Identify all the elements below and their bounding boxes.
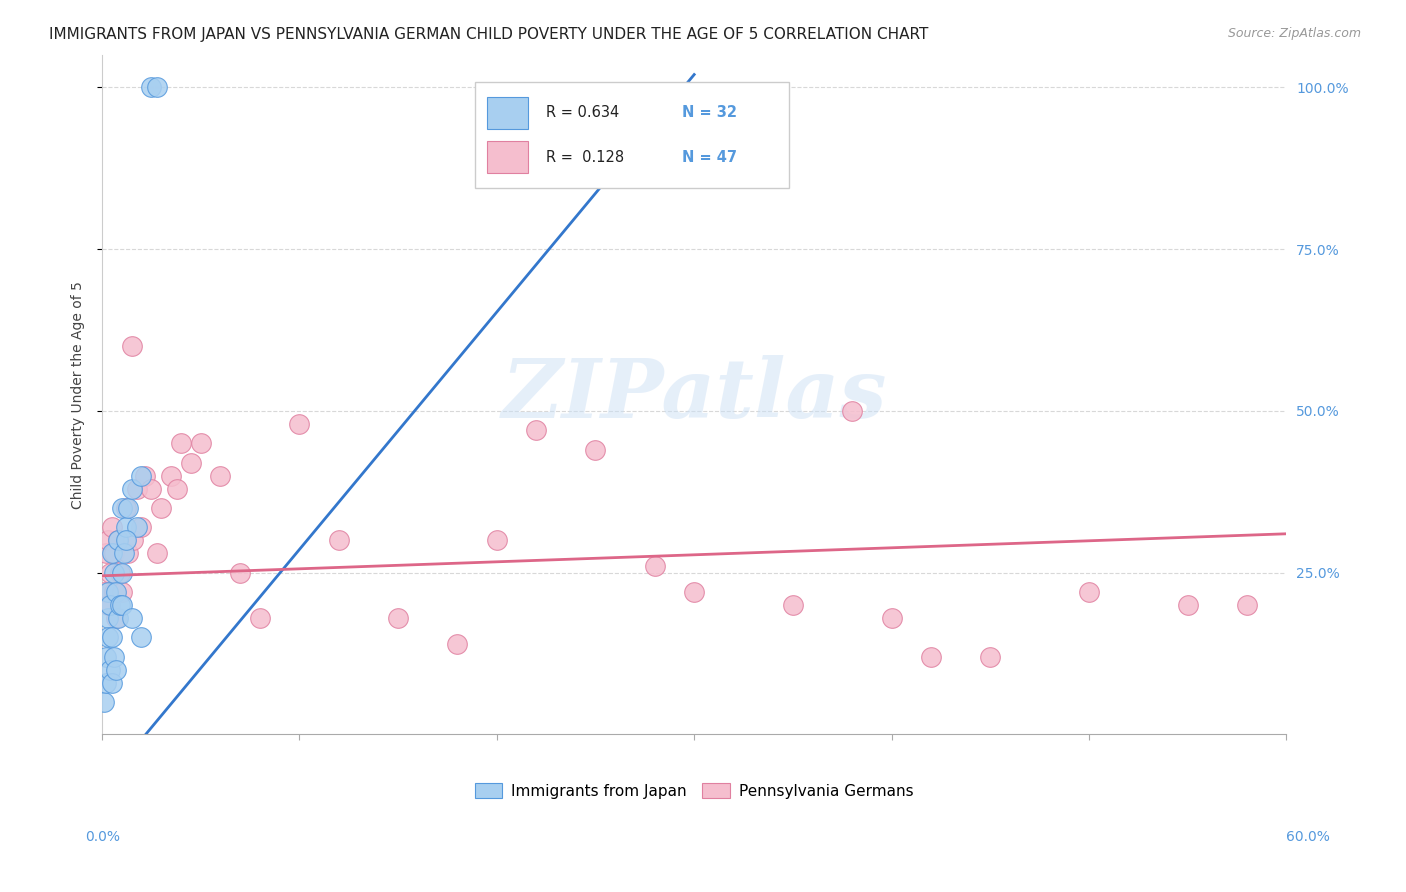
- Text: 0.0%: 0.0%: [86, 830, 120, 844]
- Text: N = 32: N = 32: [682, 105, 737, 120]
- Point: [97, 630, 120, 644]
- Point: [288, 417, 311, 431]
- Point: [979, 649, 1001, 664]
- Point: [101, 520, 124, 534]
- Point: [249, 611, 271, 625]
- Point: [1078, 585, 1101, 599]
- Point: [94, 546, 117, 560]
- Point: [446, 637, 468, 651]
- Point: [229, 566, 252, 580]
- Point: [111, 566, 134, 580]
- Point: [166, 482, 188, 496]
- Point: [117, 546, 139, 560]
- Point: [111, 500, 134, 515]
- Point: [485, 533, 508, 548]
- Point: [121, 482, 143, 496]
- Point: [103, 649, 125, 664]
- Point: [98, 566, 121, 580]
- Point: [97, 585, 120, 599]
- Point: [104, 663, 127, 677]
- Point: [101, 630, 124, 644]
- Point: [920, 649, 942, 664]
- Point: [114, 533, 136, 548]
- Point: [585, 442, 607, 457]
- FancyBboxPatch shape: [475, 82, 789, 187]
- Point: [101, 675, 124, 690]
- Point: [101, 546, 124, 560]
- Point: [122, 533, 145, 548]
- Point: [127, 482, 149, 496]
- Point: [98, 598, 121, 612]
- Point: [134, 468, 156, 483]
- Point: [108, 598, 131, 612]
- Point: [117, 500, 139, 515]
- Point: [111, 585, 134, 599]
- Legend: Immigrants from Japan, Pennsylvania Germans: Immigrants from Japan, Pennsylvania Germ…: [468, 777, 920, 805]
- Point: [104, 611, 127, 625]
- Point: [94, 675, 117, 690]
- Point: [328, 533, 350, 548]
- Point: [146, 80, 169, 95]
- Point: [104, 585, 127, 599]
- Point: [127, 520, 149, 534]
- Point: [180, 456, 202, 470]
- Point: [94, 649, 117, 664]
- Bar: [486, 96, 529, 129]
- Text: R = 0.634: R = 0.634: [546, 105, 620, 120]
- Point: [103, 546, 125, 560]
- Bar: [486, 141, 529, 173]
- Point: [683, 585, 706, 599]
- Point: [121, 611, 143, 625]
- Text: 60.0%: 60.0%: [1285, 830, 1330, 844]
- Point: [141, 80, 163, 95]
- Point: [107, 611, 129, 625]
- Text: ZIPatlas: ZIPatlas: [502, 355, 887, 434]
- Point: [121, 339, 143, 353]
- Point: [103, 585, 125, 599]
- Point: [97, 611, 120, 625]
- Point: [103, 566, 125, 580]
- Text: R =  0.128: R = 0.128: [546, 150, 624, 164]
- Point: [97, 598, 120, 612]
- Text: N = 47: N = 47: [682, 150, 737, 164]
- Point: [160, 468, 183, 483]
- Point: [1177, 598, 1199, 612]
- Text: IMMIGRANTS FROM JAPAN VS PENNSYLVANIA GERMAN CHILD POVERTY UNDER THE AGE OF 5 CO: IMMIGRANTS FROM JAPAN VS PENNSYLVANIA GE…: [49, 27, 928, 42]
- Point: [644, 559, 666, 574]
- Point: [93, 695, 115, 709]
- Point: [93, 585, 115, 599]
- Point: [112, 546, 135, 560]
- Point: [107, 533, 129, 548]
- Point: [146, 546, 169, 560]
- Point: [131, 520, 153, 534]
- Point: [131, 468, 153, 483]
- Point: [209, 468, 232, 483]
- Text: Source: ZipAtlas.com: Source: ZipAtlas.com: [1227, 27, 1361, 40]
- Point: [111, 598, 134, 612]
- Point: [782, 598, 804, 612]
- Point: [387, 611, 409, 625]
- Point: [98, 663, 121, 677]
- Point: [150, 500, 173, 515]
- Point: [107, 533, 129, 548]
- Point: [108, 566, 131, 580]
- Point: [141, 482, 163, 496]
- Y-axis label: Child Poverty Under the Age of 5: Child Poverty Under the Age of 5: [72, 281, 86, 508]
- Point: [114, 500, 136, 515]
- Point: [114, 520, 136, 534]
- Point: [131, 630, 153, 644]
- Point: [97, 533, 120, 548]
- Point: [524, 423, 547, 437]
- Point: [170, 436, 193, 450]
- Point: [841, 404, 863, 418]
- Point: [880, 611, 903, 625]
- Point: [1236, 598, 1258, 612]
- Point: [190, 436, 212, 450]
